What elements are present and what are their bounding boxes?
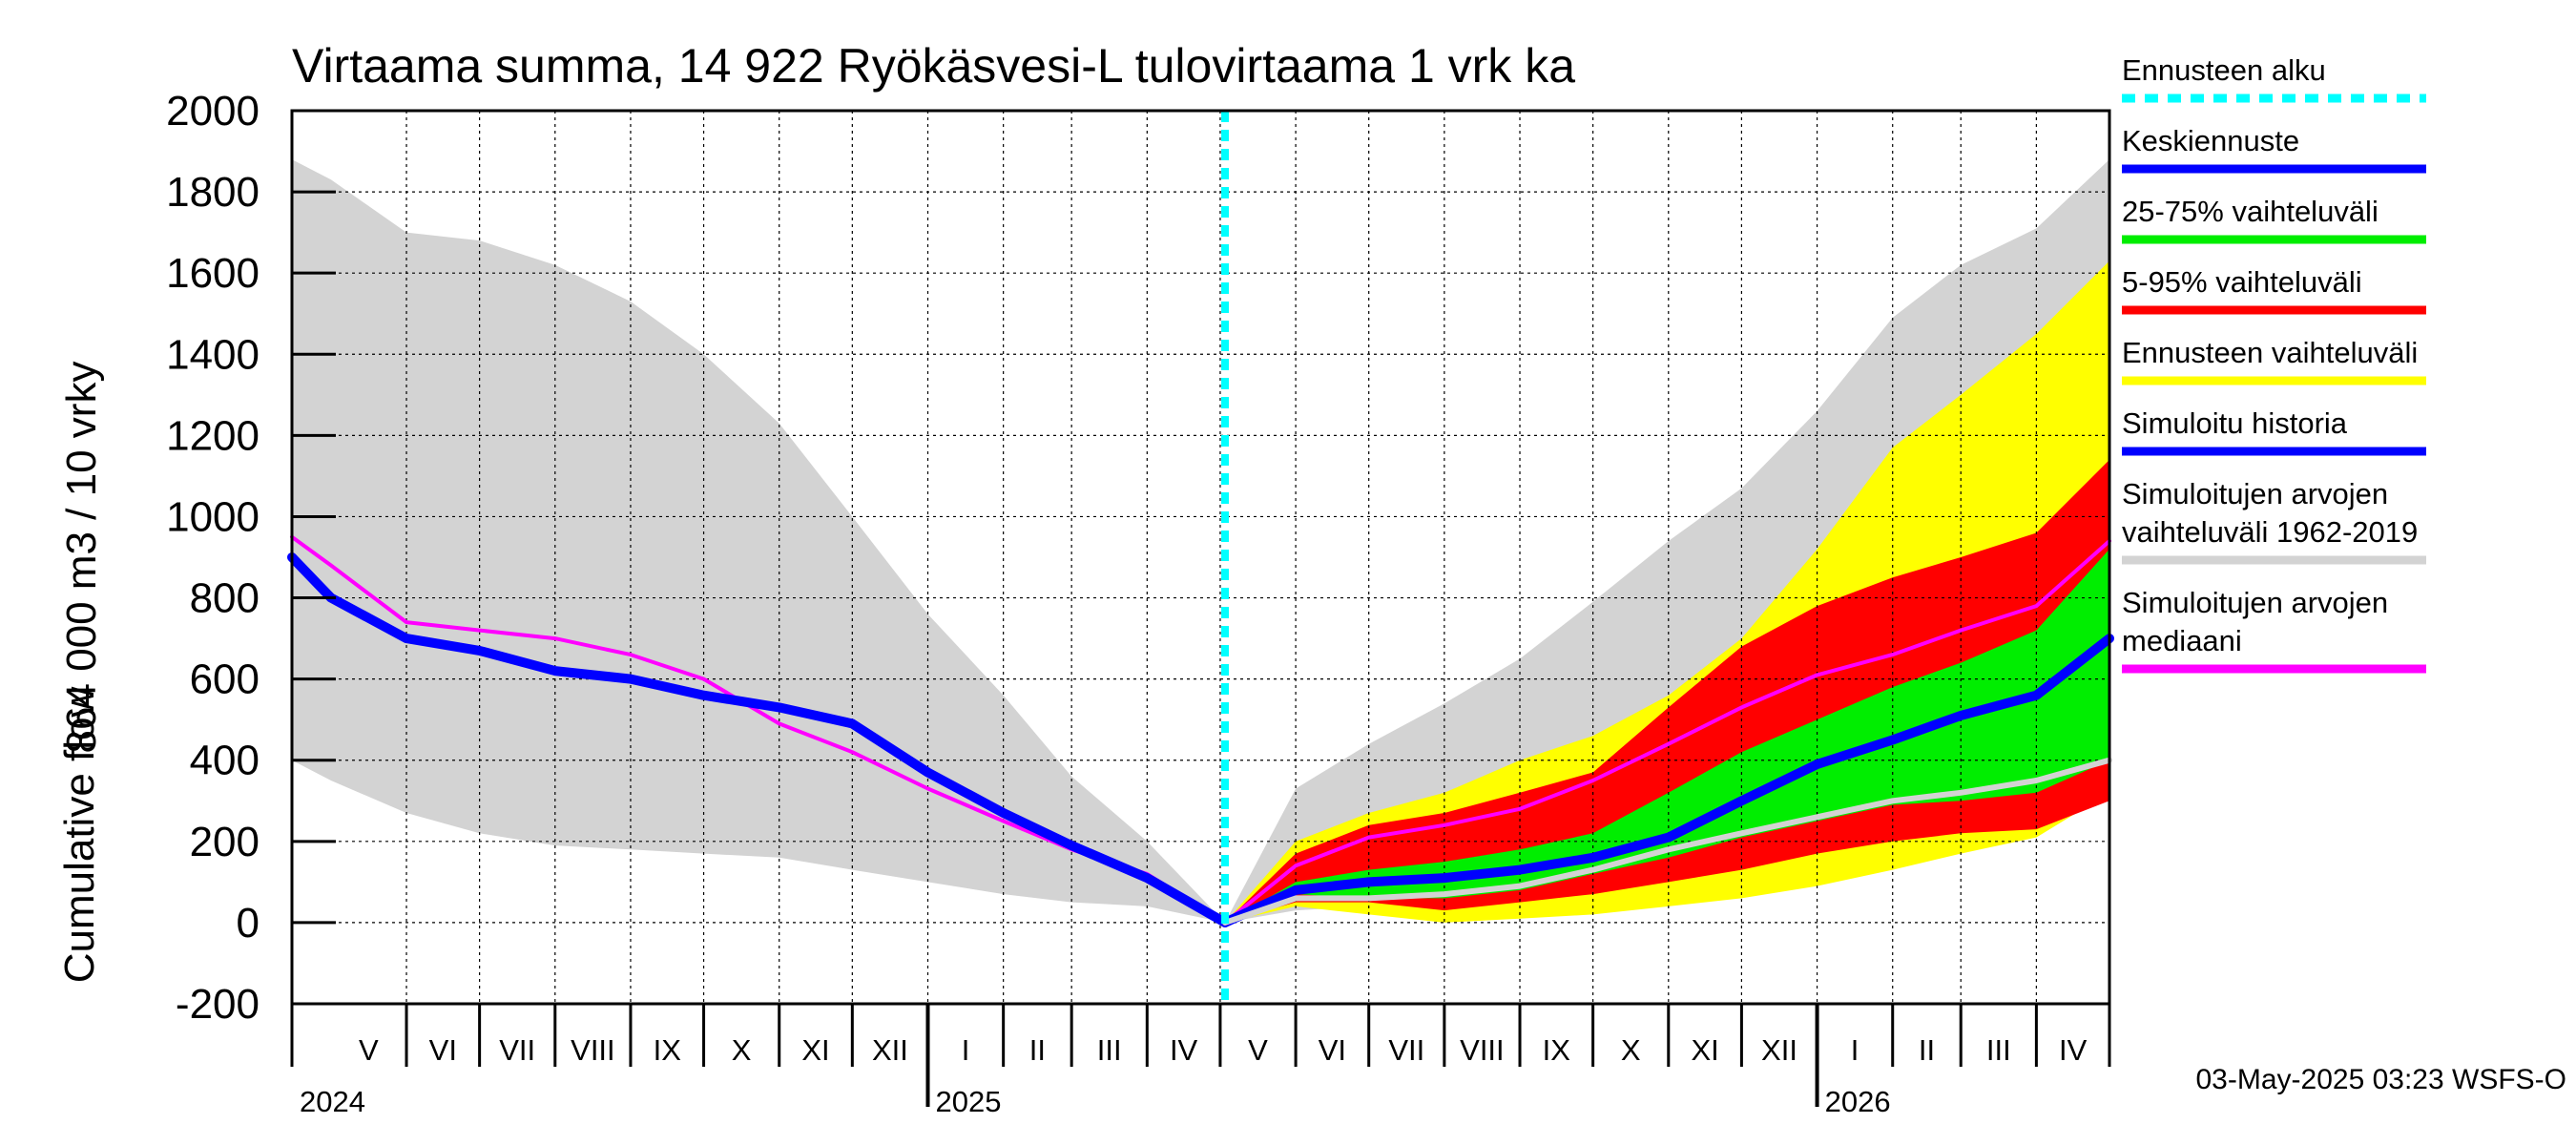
legend-label-4: Ennusteen vaihteluväli bbox=[2122, 336, 2418, 369]
band-layer bbox=[292, 159, 2109, 923]
month-label-9: II bbox=[1029, 1033, 1046, 1067]
y-axis-label-units: 864 000 m3 / 10 vrky bbox=[58, 362, 105, 754]
month-label-5: X bbox=[732, 1033, 752, 1067]
month-label-10: III bbox=[1097, 1033, 1122, 1067]
year-label-0: 2024 bbox=[300, 1085, 365, 1118]
legend-label-6: Simuloitujen arvojen vaihteluväli 1962-20… bbox=[2122, 477, 2418, 549]
y-tick-label-0: -200 bbox=[176, 981, 260, 1028]
month-label-3: VIII bbox=[571, 1033, 615, 1067]
y-tick-label-6: 1000 bbox=[166, 493, 260, 540]
y-tick-label-4: 600 bbox=[190, 656, 260, 703]
y-tick-label-5: 800 bbox=[190, 575, 260, 622]
month-label-18: XI bbox=[1691, 1033, 1718, 1067]
month-label-15: VIII bbox=[1460, 1033, 1505, 1067]
timestamp-footer: 03-May-2025 03:23 WSFS-O bbox=[2196, 1064, 2567, 1095]
y-tick-label-10: 1800 bbox=[166, 169, 260, 216]
legend-label-1: Keskiennuste bbox=[2122, 124, 2299, 157]
month-label-0: V bbox=[359, 1033, 379, 1067]
month-label-16: IX bbox=[1543, 1033, 1571, 1067]
month-label-4: IX bbox=[654, 1033, 682, 1067]
month-label-8: I bbox=[962, 1033, 970, 1067]
month-label-13: VI bbox=[1319, 1033, 1346, 1067]
legend-label-2: 25-75% vaihteluväli bbox=[2122, 195, 2379, 228]
month-label-12: V bbox=[1248, 1033, 1268, 1067]
month-label-17: X bbox=[1621, 1033, 1641, 1067]
y-tick-label-1: 0 bbox=[237, 900, 260, 947]
month-label-19: XII bbox=[1761, 1033, 1797, 1067]
plot-frame bbox=[290, 109, 2111, 1006]
y-tick-label-9: 1600 bbox=[166, 250, 260, 297]
month-label-11: IV bbox=[1170, 1033, 1198, 1067]
month-label-6: XI bbox=[801, 1033, 829, 1067]
legend-label-5: Simuloitu historia bbox=[2122, 406, 2348, 440]
month-label-23: IV bbox=[2059, 1033, 2088, 1067]
year-label-2: 2026 bbox=[1825, 1085, 1891, 1118]
y-tick-label-7: 1200 bbox=[166, 412, 260, 459]
y-tick-label-2: 200 bbox=[190, 819, 260, 865]
month-label-21: II bbox=[1919, 1033, 1935, 1067]
y-tick-label-11: 2000 bbox=[166, 88, 260, 135]
month-label-2: VII bbox=[499, 1033, 535, 1067]
y-axis-label: Cumulative flow bbox=[56, 687, 103, 984]
axis-layer: -200 0 200 400 600 800 1000 1200 1400 1600 1800 200… bbox=[166, 88, 2111, 1118]
y-tick-label-8: 1400 bbox=[166, 331, 260, 378]
month-label-22: III bbox=[1986, 1033, 2011, 1067]
legend-label-0: Ennusteen alku bbox=[2122, 53, 2326, 87]
series-line-1 bbox=[287, 552, 1230, 927]
y-tick-label-3: 400 bbox=[190, 738, 260, 784]
month-label-14: VII bbox=[1388, 1033, 1424, 1067]
series-line-3 bbox=[1222, 757, 2112, 926]
legend-label-7: Simuloitujen arvojen mediaani bbox=[2122, 586, 2388, 657]
series-line-layer bbox=[287, 534, 2114, 927]
month-label-20: I bbox=[1851, 1033, 1859, 1067]
chart-title: Virtaama summa, 14 922 Ryökäsvesi-L tulo… bbox=[292, 39, 1575, 93]
year-label-1: 2025 bbox=[936, 1085, 1002, 1118]
month-label-1: VI bbox=[429, 1033, 457, 1067]
legend-label-3: 5-95% vaihteluväli bbox=[2122, 265, 2362, 299]
month-label-7: XII bbox=[872, 1033, 908, 1067]
band-2 bbox=[1225, 459, 2109, 923]
series-line-2 bbox=[1220, 634, 2114, 927]
legend: Ennusteen alku Keskiennuste 25-75% vaihtel… bbox=[2122, 53, 2426, 674]
